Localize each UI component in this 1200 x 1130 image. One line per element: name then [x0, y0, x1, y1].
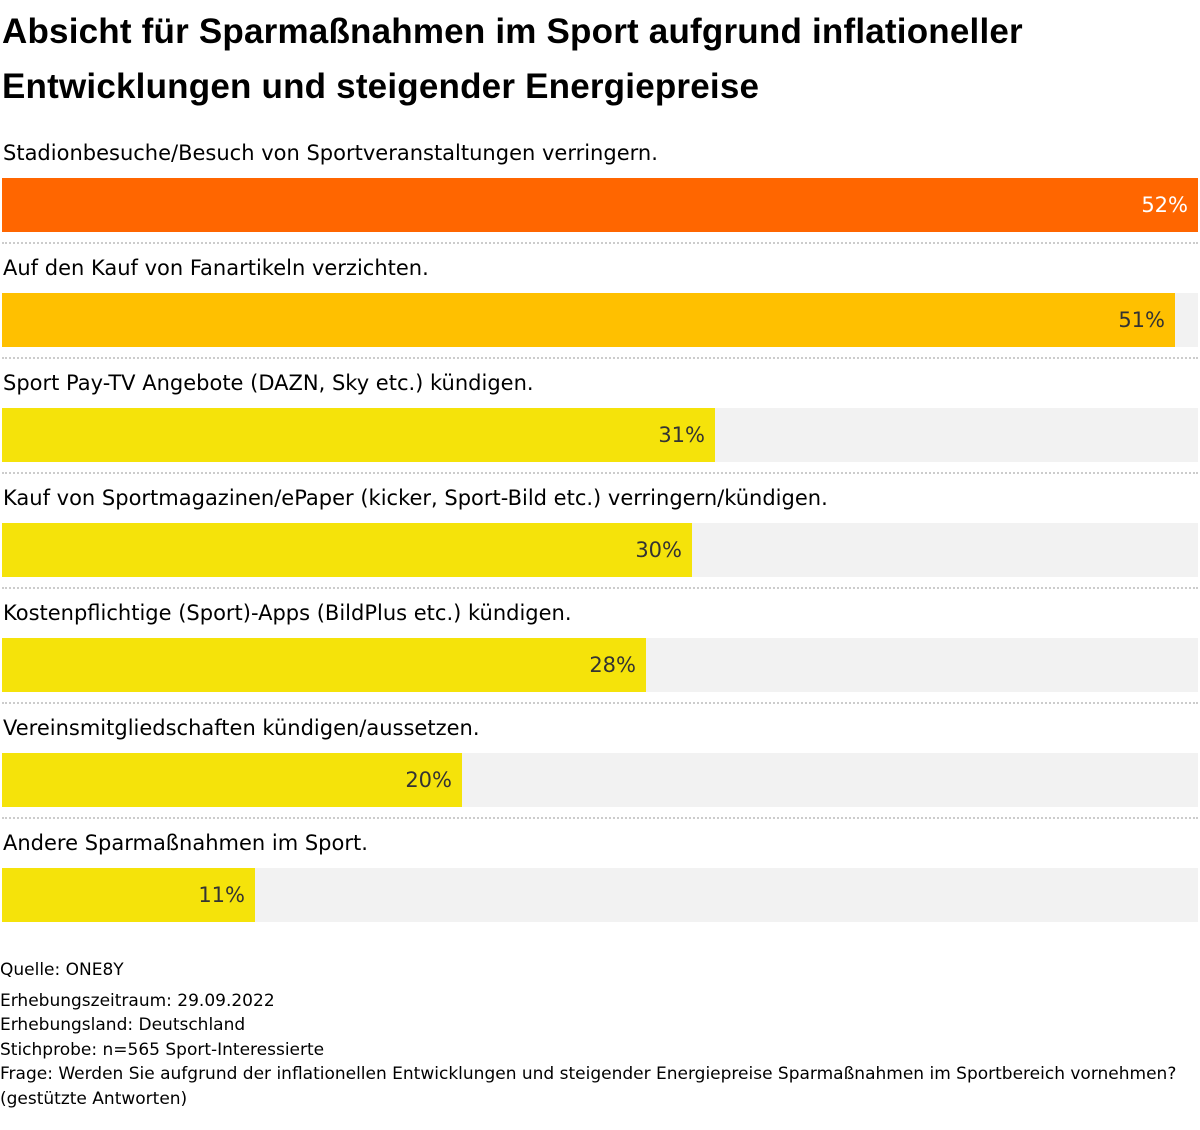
category-label: Auf den Kauf von Fanartikeln verzichten.: [3, 256, 429, 280]
row-separator: [2, 702, 1198, 704]
category-label: Stadionbesuche/Besuch von Sportveranstal…: [3, 141, 658, 165]
row-separator: [2, 817, 1198, 819]
bar: [2, 753, 462, 807]
value-label: 51%: [1118, 308, 1165, 332]
survey-country: Erhebungsland: Deutschland: [0, 1015, 246, 1035]
bar: [2, 293, 1175, 347]
value-label: 30%: [635, 538, 682, 562]
bar-track: 20%: [2, 753, 1198, 807]
row-separator: [2, 242, 1198, 244]
category-label: Andere Sparmaßnahmen im Sport.: [3, 831, 368, 855]
category-label: Vereinsmitgliedschaften kündigen/aussetz…: [3, 716, 480, 740]
bar-track: 51%: [2, 293, 1198, 347]
bar-row: Andere Sparmaßnahmen im Sport. 11%: [0, 820, 1200, 935]
value-label: 20%: [405, 768, 452, 792]
bar: [2, 868, 255, 922]
chart-title: Absicht für Sparmaßnahmen im Sport aufgr…: [2, 12, 1023, 106]
chart-footer: Quelle: ONE8Y Erhebungszeitraum: 29.09.2…: [0, 958, 1196, 1111]
bar-track: 11%: [2, 868, 1198, 922]
row-separator: [2, 357, 1198, 359]
value-label: 28%: [589, 653, 636, 677]
source-note: Quelle: ONE8Y: [0, 960, 124, 980]
category-label: Kauf von Sportmagazinen/ePaper (kicker, …: [3, 486, 828, 510]
bar-row: Auf den Kauf von Fanartikeln verzichten.…: [0, 245, 1200, 360]
bar-track: 31%: [2, 408, 1198, 462]
value-label: 11%: [198, 883, 245, 907]
bar-row: Kostenpflichtige (Sport)-Apps (BildPlus …: [0, 590, 1200, 705]
bar: [2, 523, 692, 577]
bar-chart: Stadionbesuche/Besuch von Sportveranstal…: [0, 130, 1200, 935]
survey-question: Frage: Werden Sie aufgrund der inflation…: [0, 1064, 1177, 1109]
bar-track: 28%: [2, 638, 1198, 692]
sample-size: Stichprobe: n=565 Sport-Interessierte: [0, 1039, 325, 1060]
bar-track: 52%: [2, 178, 1198, 232]
row-separator: [2, 472, 1198, 474]
category-label: Sport Pay-TV Angebote (DAZN, Sky etc.) k…: [3, 371, 534, 395]
category-label: Kostenpflichtige (Sport)-Apps (BildPlus …: [3, 601, 572, 625]
bar-row: Vereinsmitgliedschaften kündigen/aussetz…: [0, 705, 1200, 820]
survey-period: Erhebungszeitraum: 29.09.2022: [0, 990, 275, 1011]
bar-row: Stadionbesuche/Besuch von Sportveranstal…: [0, 130, 1200, 245]
bar-track: 30%: [2, 523, 1198, 577]
bar: [2, 408, 715, 462]
row-separator: [2, 587, 1198, 589]
bar: [2, 178, 1198, 232]
bar: [2, 638, 646, 692]
bar-row: Kauf von Sportmagazinen/ePaper (kicker, …: [0, 475, 1200, 590]
value-label: 31%: [658, 423, 705, 447]
value-label: 52%: [1141, 193, 1188, 217]
bar-row: Sport Pay-TV Angebote (DAZN, Sky etc.) k…: [0, 360, 1200, 475]
